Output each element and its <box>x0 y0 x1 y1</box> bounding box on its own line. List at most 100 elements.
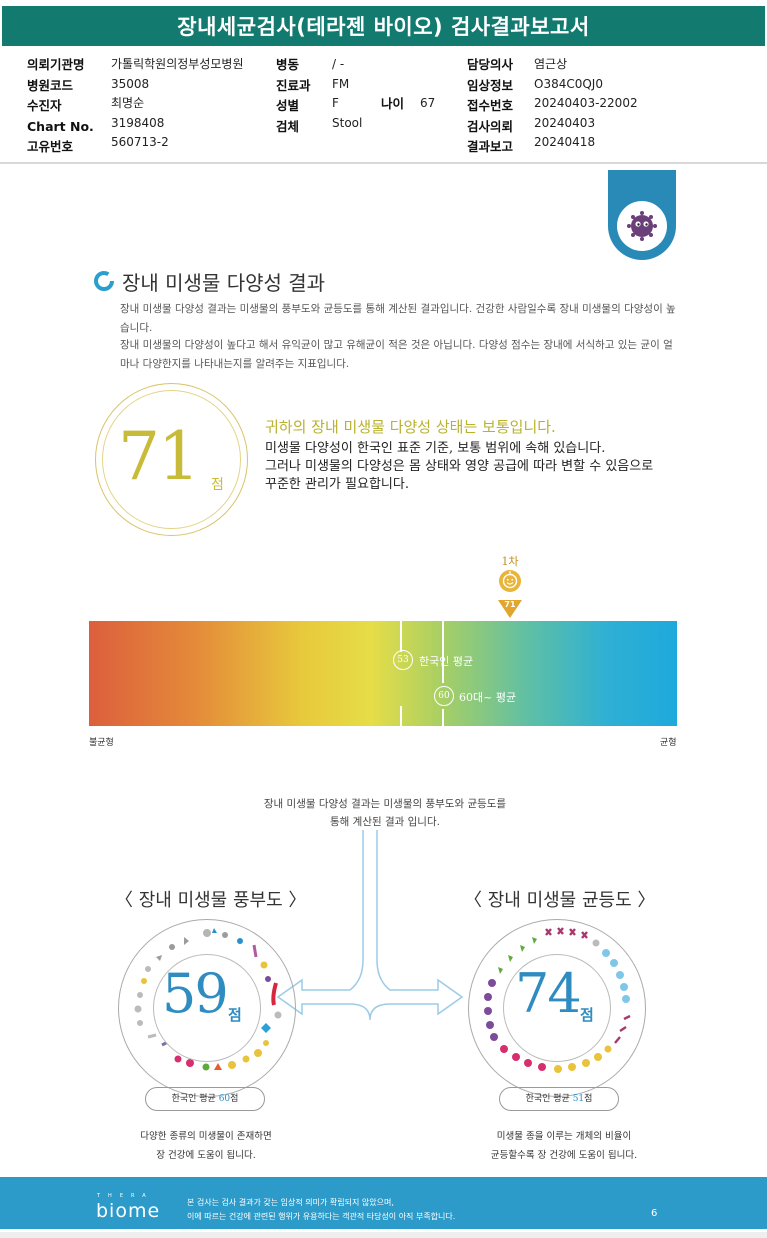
evenness-score: 74 <box>515 962 582 1025</box>
scale-right-label: 균형 <box>660 738 677 748</box>
evenness-score-unit: 점 <box>580 1006 594 1024</box>
footer-line: 이에 따르는 건강에 관련된 행위가 유용하다는 객관적 타당성이 아직 부족합… <box>187 1212 456 1221</box>
pin-label: 1차 <box>501 555 519 568</box>
section-desc-1: 장내 미생물 다양성 결과는 미생물의 풍부도와 균등도를 통해 계산된 결과입… <box>120 303 676 334</box>
richness-avg-suffix: 점 <box>230 1094 239 1104</box>
smile-icon <box>502 571 518 589</box>
microbe-badge <box>617 201 667 251</box>
richness-avg-prefix: 한국인 평균 <box>171 1094 219 1104</box>
section-ring-icon <box>94 271 114 291</box>
status-line: 그러나 미생물의 다양성은 몸 상태와 영양 공급에 따라 변할 수 있음으로 <box>265 459 654 474</box>
age-avg-line-bottom <box>442 709 444 726</box>
info-label: 검체 <box>276 118 300 134</box>
age-avg-marker: 60 <box>434 686 454 706</box>
info-label: 결과보고 <box>467 139 514 154</box>
section-title: 장내 미생물 다양성 결과 <box>122 271 326 295</box>
richness-score: 59 <box>162 962 229 1025</box>
info-label: 고유번호 <box>27 139 74 154</box>
bottom-strip <box>0 1232 767 1238</box>
status-text: 미생물 다양성이 한국인 표준 기준, 보통 범위에 속해 있습니다. 그러나 … <box>265 440 695 494</box>
connector-arrows <box>276 830 464 1021</box>
diversity-score: 71 <box>118 418 200 495</box>
info-value-hospital: 가톨릭학원의정부성모병원 <box>111 57 244 71</box>
info-value-clinical-info: O384C0QJ0 <box>534 76 603 91</box>
diversity-scale-bar <box>89 621 677 726</box>
status-line: 꾸준한 관리가 필요합니다. <box>265 477 409 492</box>
info-value-report-date: 20240418 <box>534 135 596 149</box>
info-value-unique-no: 560713-2 <box>111 135 169 149</box>
evenness-desc-line: 균등할수록 장 건강에 도움이 됩니다. <box>490 1150 638 1161</box>
richness-microbe-ring <box>134 928 282 1071</box>
info-label: 성별 <box>276 98 300 113</box>
info-label: 담당의사 <box>467 57 514 72</box>
info-label: Chart No. <box>27 118 94 134</box>
evenness-inner-circle <box>503 954 611 1062</box>
evenness-avg-prefix: 한국인 평균 <box>525 1094 573 1104</box>
pin-head <box>499 570 521 592</box>
info-col-3: 담당의사 임상정보 접수번호 검사의뢰 결과보고 <box>467 55 513 158</box>
info-value-patient: 최명순 <box>111 96 145 110</box>
info-label: 임상정보 <box>467 77 514 93</box>
richness-desc-line: 다양한 종류의 미생물이 존재하면 <box>140 1131 272 1142</box>
richness-inner-circle <box>153 954 261 1062</box>
info-value-hospital-code: 35008 <box>111 76 150 91</box>
info-label: 진료과 <box>276 77 311 93</box>
info-label: 수진자 <box>27 98 62 113</box>
footer-logo-thera: THERA <box>97 1193 154 1199</box>
footer-disclaimer: 본 검사는 검사 결과가 갖는 임상적 의미가 확립되지 않았으며, 이에 따르… <box>187 1196 455 1224</box>
pin-pointer <box>498 600 522 618</box>
report-title: 장내세균검사(테라젠 바이오) 검사결과보고서 <box>2 6 765 46</box>
richness-circle <box>118 919 296 1097</box>
footer-line: 본 검사는 검사 결과가 갖는 임상적 의미가 확립되지 않았으며, <box>187 1198 394 1207</box>
info-col-2: 병동 진료과 성별 검체 <box>276 55 311 137</box>
evenness-desc-line: 미생물 종을 이루는 개체의 비율이 <box>496 1131 632 1142</box>
richness-desc: 다양한 종류의 미생물이 존재하면 장 건강에 도움이 됩니다. <box>110 1127 302 1165</box>
evenness-title: 〈 장내 미생물 균등도 〉 <box>464 890 656 911</box>
evenness-avg-pill: 한국인 평균 51점 <box>499 1087 619 1111</box>
evenness-avg-value: 51 <box>572 1094 585 1104</box>
evenness-microbe-ring <box>484 927 631 1073</box>
footer-logo: biome <box>96 1200 161 1222</box>
age-avg-label: 60대~ 평균 <box>459 691 517 704</box>
status-title: 귀하의 장내 미생물 다양성 상태는 보통입니다. <box>265 418 556 436</box>
info-col-2-values: / - FM F Stool <box>332 55 362 133</box>
info-value-age: 67 <box>420 96 436 110</box>
header-divider <box>0 162 767 164</box>
explain-line: 통해 계산된 결과 입니다. <box>330 816 440 828</box>
korean-avg-marker: 53 <box>393 650 413 670</box>
footer-bar <box>0 1177 767 1229</box>
explain-text: 장내 미생물 다양성 결과는 미생물의 풍부도와 균등도를 통해 계산된 결과 … <box>230 795 540 831</box>
score-ring-outer <box>95 383 248 536</box>
info-value-receipt-no: 20240403-22002 <box>534 96 638 110</box>
richness-title: 〈 장내 미생물 풍부도 〉 <box>115 890 307 911</box>
evenness-avg-suffix: 점 <box>584 1094 593 1104</box>
section-desc-2: 장내 미생물의 다양성이 높다고 해서 유익균이 많고 유해균이 적은 것은 아… <box>120 339 673 370</box>
pin-value: 71 <box>504 600 516 609</box>
evenness-circle <box>468 919 646 1097</box>
info-age: 나이 <box>381 94 404 115</box>
page-number: 6 <box>651 1208 658 1219</box>
evenness-desc: 미생물 종을 이루는 개체의 비율이 균등할수록 장 건강에 도움이 됩니다. <box>464 1127 664 1165</box>
richness-score-unit: 점 <box>228 1006 242 1024</box>
korean-avg-line-bottom <box>400 706 402 726</box>
info-label: 나이 <box>381 96 405 111</box>
info-label: 병동 <box>276 57 300 72</box>
richness-desc-line: 장 건강에 도움이 됩니다. <box>156 1150 256 1161</box>
info-label: 의뢰기관명 <box>27 57 85 72</box>
info-value-ward: / - <box>332 57 345 71</box>
diversity-score-unit: 점 <box>211 477 224 493</box>
info-value-sex: F <box>332 96 339 110</box>
korean-avg-label: 한국인 평균 <box>419 655 474 668</box>
info-col-1: 의뢰기관명 병원코드 수진자 Chart No. 고유번호 <box>27 55 94 158</box>
richness-avg-value: 60 <box>218 1094 231 1104</box>
info-value-specimen: Stool <box>332 115 363 130</box>
explain-line: 장내 미생물 다양성 결과는 미생물의 풍부도와 균등도를 <box>263 798 507 810</box>
scale-left-label: 불균형 <box>89 738 114 748</box>
richness-avg-pill: 한국인 평균 60점 <box>145 1087 265 1111</box>
info-value-department: FM <box>332 76 350 91</box>
score-ring-inner <box>102 390 241 529</box>
age-avg-line-top <box>442 621 444 683</box>
korean-avg-line-top <box>400 621 402 652</box>
info-col-1-values: 가톨릭학원의정부성모병원 35008 최명순 3198408 560713-2 <box>111 55 243 153</box>
info-label: 접수번호 <box>467 98 514 113</box>
